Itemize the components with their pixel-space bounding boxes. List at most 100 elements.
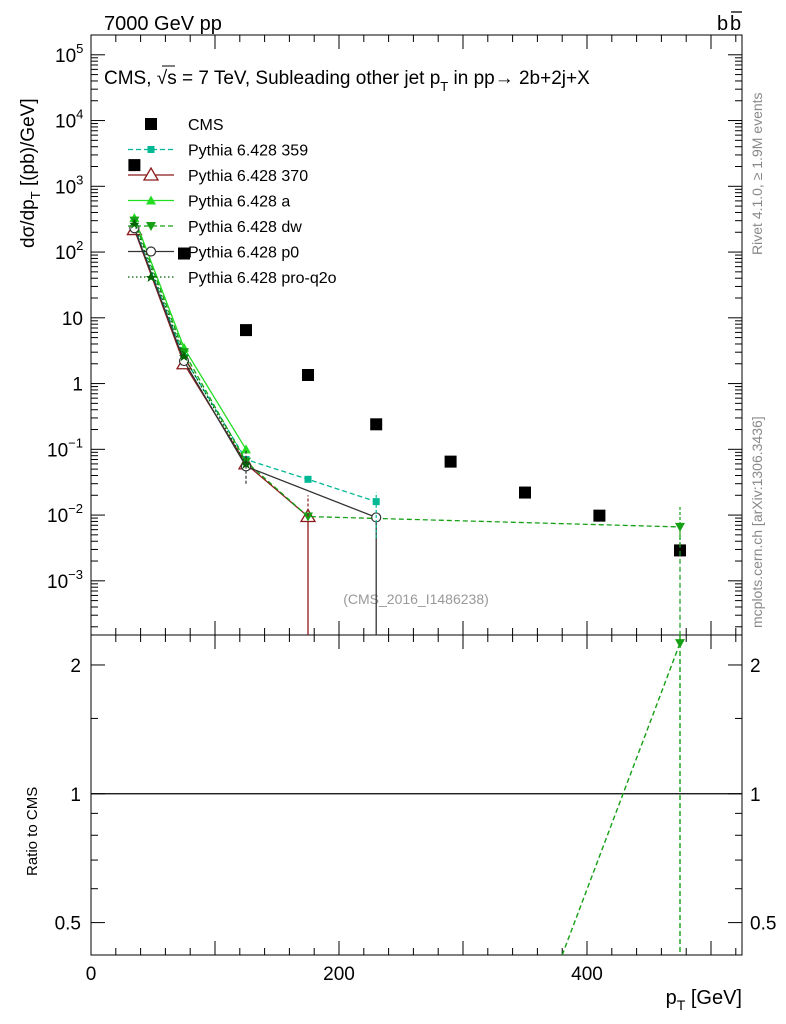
ratio-y-tick-label: 1 bbox=[70, 785, 81, 806]
legend-entry-pp0: Pythia 6.428 p0 bbox=[128, 245, 299, 262]
data-point-marker bbox=[145, 246, 157, 257]
x-tick-label: 0 bbox=[86, 964, 97, 985]
legend-entry-p359: Pythia 6.428 359 bbox=[128, 143, 308, 160]
plot-title: CMS, √s = 7 TeV, Subleading other jet pT… bbox=[104, 65, 590, 94]
data-point-marker bbox=[302, 368, 314, 381]
legend-label: Pythia 6.428 a bbox=[188, 194, 290, 211]
process-label-bbar: b bbox=[730, 13, 741, 35]
legend-entry-pdw: Pythia 6.428 dw bbox=[128, 219, 302, 236]
plot-title-text: CMS, √s = 7 TeV, Subleading other jet pT… bbox=[104, 68, 590, 94]
x-axis-label-unit: [GeV] bbox=[685, 987, 742, 1009]
ratio-ylabel: Ratio to CMS bbox=[24, 787, 41, 876]
x-axis: 0 200 400 bbox=[86, 35, 737, 985]
legend-label: Pythia 6.428 370 bbox=[188, 168, 308, 185]
ratio-y-tick-label-right: 2 bbox=[750, 656, 761, 677]
series-line bbox=[133, 220, 681, 528]
ratio-plot-area bbox=[91, 635, 742, 956]
rivet-label: Rivet 4.1.0, ≥ 1.9M events bbox=[749, 92, 765, 255]
main-y-tick-label: 104 bbox=[55, 107, 83, 133]
ratio-y-axis: 0.5 0.5 1 1 2 2 bbox=[55, 656, 777, 935]
data-point-marker bbox=[304, 475, 312, 483]
legend-entry-pq2o: Pythia 6.428 pro-q2o bbox=[128, 270, 337, 287]
main-ylabel-unit: [(pb)/GeV] bbox=[18, 98, 39, 191]
data-point-marker bbox=[593, 509, 606, 522]
data-point-marker bbox=[303, 512, 313, 522]
data-point-marker bbox=[145, 118, 157, 130]
series-pdw bbox=[129, 216, 685, 532]
legend: CMS Pythia 6.428 359 Pythia 6.428 370 Pythi… bbox=[128, 117, 337, 287]
ratio-y-tick-label: 0.5 bbox=[55, 914, 81, 935]
main-y-tick-exponent: 5 bbox=[76, 41, 83, 56]
data-point-marker bbox=[675, 639, 685, 649]
error-bars bbox=[245, 449, 681, 635]
legend-entry-pa: Pythia 6.428 a bbox=[128, 194, 290, 211]
data-point-marker bbox=[370, 418, 383, 431]
process-label-b: b bbox=[717, 13, 728, 35]
main-y-tick-exponent: −1 bbox=[68, 435, 83, 450]
data-point-marker bbox=[179, 351, 189, 362]
data-point-marker bbox=[178, 247, 190, 260]
x-tick-label: 400 bbox=[571, 964, 603, 985]
main-ylabel-sub: T bbox=[28, 191, 43, 199]
main-y-tick-exponent: 2 bbox=[76, 238, 83, 253]
data-point-marker bbox=[241, 444, 251, 454]
main-y-tick-exponent: −3 bbox=[68, 567, 83, 582]
data-point-marker bbox=[674, 544, 686, 557]
main-y-tick-label: 10−1 bbox=[47, 435, 83, 461]
main-y-tick-label: 10−2 bbox=[47, 501, 83, 527]
legend-entry-cms: CMS bbox=[145, 117, 224, 134]
ratio-panel-frame bbox=[90, 634, 743, 956]
ratio-y-tick-label-right: 0.5 bbox=[750, 914, 776, 935]
main-y-tick-label: 103 bbox=[55, 172, 83, 198]
data-point-marker bbox=[519, 486, 531, 499]
main-y-tick-exponent: 3 bbox=[76, 172, 83, 187]
main-y-tick-label: 10−3 bbox=[47, 567, 83, 593]
data-point-marker bbox=[142, 166, 160, 181]
main-y-tick-exponent: −2 bbox=[68, 501, 83, 516]
main-plot-area bbox=[126, 159, 686, 635]
main-y-tick-label: 10 bbox=[62, 309, 83, 330]
plot-title-sqrt-s: √s = 7 TeV, Subleading other jet p bbox=[157, 68, 441, 89]
data-point-marker bbox=[128, 159, 141, 172]
data-point-marker bbox=[147, 146, 155, 153]
legend-entry-p370: Pythia 6.428 370 bbox=[128, 166, 308, 185]
data-point-marker bbox=[146, 195, 156, 205]
series-line bbox=[133, 226, 377, 503]
legend-label: CMS bbox=[188, 117, 224, 134]
main-ylabel: dσ/dpT [(pb)/GeV] bbox=[18, 98, 43, 248]
series-line bbox=[133, 223, 247, 465]
series-line bbox=[133, 228, 377, 635]
legend-label: Pythia 6.428 pro-q2o bbox=[188, 270, 337, 287]
ratio-y-tick-label: 2 bbox=[70, 656, 81, 677]
series-cms bbox=[128, 159, 686, 557]
main-y-tick-label: 105 bbox=[55, 41, 83, 67]
x-axis-label-sub: T bbox=[677, 997, 686, 1013]
main-y-tick-label: 102 bbox=[55, 238, 83, 264]
series-p359 bbox=[130, 223, 380, 506]
ratio-series-line bbox=[561, 642, 681, 956]
x-tick-label: 200 bbox=[323, 964, 355, 985]
plot-title-prefix: CMS, bbox=[104, 68, 157, 89]
energy-label: 7000 GeV pp bbox=[104, 13, 222, 35]
ratio-series-pdw bbox=[561, 635, 685, 956]
data-point-marker bbox=[444, 455, 457, 468]
plot-title-sub: T bbox=[440, 79, 448, 94]
watermark: (CMS_2016_I1486238) bbox=[343, 591, 489, 607]
legend-label: Pythia 6.428 359 bbox=[188, 143, 308, 160]
main-y-tick-label: 1 bbox=[72, 375, 83, 396]
data-point-marker bbox=[240, 324, 252, 337]
ratio-y-tick-label-right: 1 bbox=[750, 785, 761, 806]
data-point-marker bbox=[241, 458, 251, 469]
data-point-marker bbox=[146, 272, 156, 282]
legend-label: Pythia 6.428 dw bbox=[188, 219, 302, 236]
x-axis-label-main: p bbox=[666, 987, 677, 1009]
plot-title-suffix: in pp→ 2b+2j+X bbox=[448, 68, 590, 89]
process-label: b b bbox=[717, 11, 742, 35]
main-ylabel-text: dσ/dp bbox=[18, 199, 39, 248]
mcplots-label: mcplots.cern.ch [arXiv:1306.3436] bbox=[749, 416, 765, 628]
data-point-marker bbox=[146, 222, 156, 231]
main-y-tick-exponent: 4 bbox=[76, 107, 83, 122]
legend-label: Pythia 6.428 p0 bbox=[188, 245, 299, 262]
x-axis-label: pT [GeV] bbox=[666, 987, 742, 1013]
